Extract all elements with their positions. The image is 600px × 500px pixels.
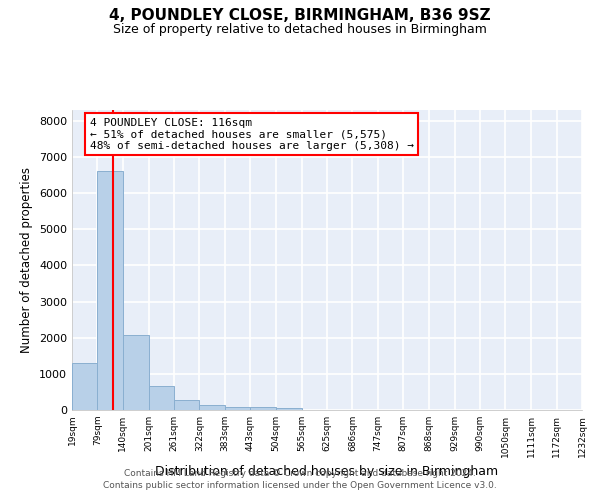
- Text: Size of property relative to detached houses in Birmingham: Size of property relative to detached ho…: [113, 22, 487, 36]
- Y-axis label: Number of detached properties: Number of detached properties: [20, 167, 34, 353]
- Text: 4 POUNDLEY CLOSE: 116sqm
← 51% of detached houses are smaller (5,575)
48% of sem: 4 POUNDLEY CLOSE: 116sqm ← 51% of detach…: [90, 118, 414, 150]
- Bar: [174, 400, 199, 410]
- X-axis label: Distribution of detached houses by size in Birmingham: Distribution of detached houses by size …: [155, 466, 499, 478]
- Bar: [225, 406, 250, 410]
- Bar: [123, 335, 149, 410]
- Text: Contains public sector information licensed under the Open Government Licence v3: Contains public sector information licen…: [103, 481, 497, 490]
- Text: Contains HM Land Registry data © Crown copyright and database right 2024.: Contains HM Land Registry data © Crown c…: [124, 468, 476, 477]
- Bar: [97, 172, 123, 410]
- Bar: [276, 408, 302, 410]
- Text: 4, POUNDLEY CLOSE, BIRMINGHAM, B36 9SZ: 4, POUNDLEY CLOSE, BIRMINGHAM, B36 9SZ: [109, 8, 491, 22]
- Bar: [149, 386, 174, 410]
- Bar: [72, 363, 97, 410]
- Bar: [250, 408, 276, 410]
- Bar: [199, 406, 225, 410]
